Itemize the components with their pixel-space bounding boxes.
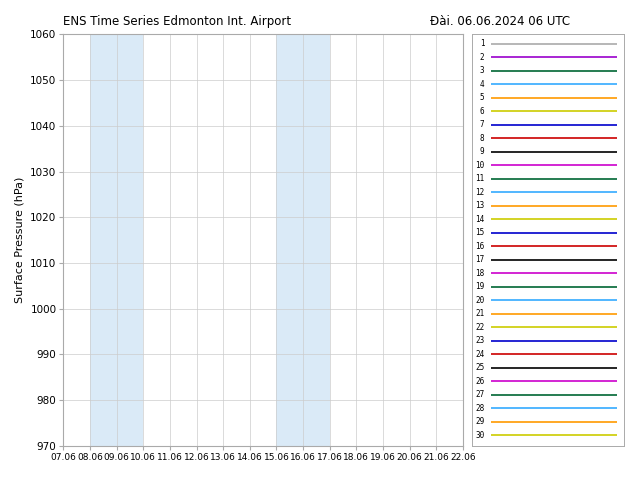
Bar — [90, 34, 143, 446]
Text: 12: 12 — [476, 188, 484, 196]
Text: 9: 9 — [480, 147, 484, 156]
Y-axis label: Surface Pressure (hPa): Surface Pressure (hPa) — [15, 177, 25, 303]
Text: 14: 14 — [476, 215, 484, 223]
Text: 6: 6 — [480, 107, 484, 116]
Text: 17: 17 — [476, 255, 484, 264]
Text: 20: 20 — [476, 295, 484, 305]
Text: 18: 18 — [476, 269, 484, 278]
Text: 26: 26 — [476, 377, 484, 386]
Text: 27: 27 — [476, 390, 484, 399]
Text: 16: 16 — [476, 242, 484, 251]
Text: 19: 19 — [476, 282, 484, 291]
Text: 29: 29 — [476, 417, 484, 426]
Text: 13: 13 — [476, 201, 484, 210]
Text: 22: 22 — [476, 322, 484, 332]
Text: 25: 25 — [476, 363, 484, 372]
Text: 1: 1 — [480, 39, 484, 48]
Text: 5: 5 — [480, 93, 484, 102]
Text: Đài. 06.06.2024 06 UTC: Đài. 06.06.2024 06 UTC — [430, 15, 571, 28]
Text: 4: 4 — [480, 80, 484, 89]
Text: 3: 3 — [480, 66, 484, 75]
Text: 7: 7 — [480, 120, 484, 129]
Text: 8: 8 — [480, 134, 484, 143]
Text: 11: 11 — [476, 174, 484, 183]
Text: 21: 21 — [476, 309, 484, 318]
Text: 15: 15 — [476, 228, 484, 237]
Text: 23: 23 — [476, 336, 484, 345]
Text: 28: 28 — [476, 404, 484, 413]
Text: ENS Time Series Edmonton Int. Airport: ENS Time Series Edmonton Int. Airport — [63, 15, 292, 28]
Text: 10: 10 — [476, 161, 484, 170]
Bar — [276, 34, 330, 446]
Text: 24: 24 — [476, 350, 484, 359]
Text: 2: 2 — [480, 53, 484, 62]
Text: 30: 30 — [476, 431, 484, 440]
